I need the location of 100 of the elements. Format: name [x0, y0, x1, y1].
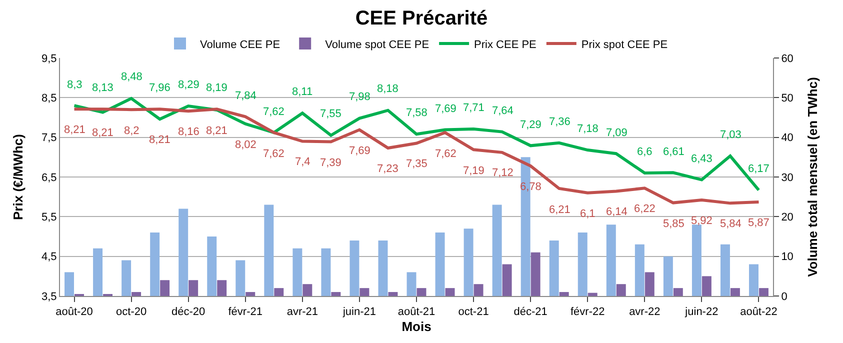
data-label: 7,36 — [549, 116, 570, 128]
data-label: 7,96 — [149, 82, 170, 94]
bar — [474, 284, 484, 296]
legend-label: Prix spot CEE PE — [581, 38, 668, 51]
data-label: 7,23 — [377, 163, 398, 175]
bar — [93, 248, 103, 296]
data-label: 7,69 — [435, 103, 456, 115]
data-label: 8,02 — [235, 139, 256, 151]
data-label: 5,87 — [748, 217, 770, 229]
data-label: 7,18 — [577, 123, 598, 135]
bar — [588, 292, 598, 296]
bar — [464, 228, 474, 296]
bar — [502, 264, 512, 296]
bar — [178, 208, 188, 296]
legend-label: Prix CEE PE — [474, 38, 536, 51]
data-label: 7,62 — [435, 148, 456, 160]
y2-tick-label: 10 — [781, 251, 794, 264]
data-label: 8,2 — [124, 125, 140, 137]
data-label: 7,03 — [720, 129, 742, 141]
data-label: 7,35 — [406, 158, 428, 170]
legend-label: Volume spot CEE PE — [325, 38, 430, 51]
bar — [350, 240, 360, 296]
data-label: 8,19 — [206, 82, 228, 94]
data-label: 7,12 — [492, 167, 514, 179]
x-tick-label: déc-21 — [514, 306, 548, 318]
data-label: 7,29 — [520, 119, 542, 131]
data-label: 7,55 — [320, 108, 342, 120]
bar — [578, 232, 588, 296]
data-label: 8,11 — [292, 86, 313, 98]
bar — [150, 232, 160, 296]
x-tick-label: oct-21 — [458, 306, 489, 318]
bar — [207, 236, 217, 296]
data-label: 7,4 — [295, 156, 310, 168]
bar — [435, 232, 445, 296]
x-tick-label: juin-22 — [684, 306, 718, 318]
bar — [492, 204, 502, 296]
bar — [445, 288, 455, 296]
bar — [331, 292, 341, 296]
data-label: 7,69 — [349, 145, 370, 157]
y2-tick-label: 40 — [781, 132, 794, 144]
x-tick-label: avr-21 — [286, 306, 318, 318]
data-label: 8,21 — [149, 134, 170, 146]
data-label: 6,17 — [748, 163, 770, 175]
x-tick-label: août-20 — [56, 306, 93, 318]
bar — [702, 276, 712, 296]
x-tick-label: août-22 — [740, 306, 778, 318]
y-tick-label: 9,5 — [42, 52, 57, 65]
y-tick-label: 7,5 — [42, 132, 57, 144]
bar — [246, 292, 256, 296]
x-tick-label: févr-21 — [228, 306, 263, 318]
bar — [388, 292, 398, 296]
bar — [606, 224, 616, 296]
data-label: 7,84 — [235, 90, 256, 102]
data-label: 6,14 — [606, 206, 628, 218]
data-label: 8,21 — [92, 127, 114, 139]
data-label: 8,13 — [92, 82, 114, 94]
bar — [749, 264, 758, 296]
data-label: 7,19 — [463, 165, 484, 177]
legend-label: Volume CEE PE — [200, 38, 280, 51]
data-label: 8,48 — [121, 71, 142, 83]
data-label: 5,92 — [691, 215, 712, 227]
x-tick-label: août-21 — [398, 306, 436, 318]
bar — [730, 288, 740, 296]
data-label: 7,71 — [463, 102, 484, 114]
data-label: 5,84 — [720, 218, 742, 230]
bar — [160, 280, 170, 296]
bar — [559, 292, 569, 296]
bar — [132, 292, 142, 296]
data-label: 6,6 — [637, 146, 652, 158]
x-axis-title: Mois — [402, 318, 432, 334]
y2-tick-label: 60 — [781, 52, 794, 65]
bar — [673, 288, 683, 296]
bar — [302, 284, 312, 296]
data-label: 8,3 — [67, 79, 82, 91]
data-label: 8,18 — [377, 83, 398, 95]
x-tick-label: avr-22 — [629, 306, 660, 318]
bar — [378, 240, 388, 296]
y-tick-label: 5,5 — [42, 212, 57, 224]
x-tick-label: juin-21 — [342, 306, 376, 318]
bar — [274, 288, 284, 296]
bar — [406, 272, 416, 296]
bar — [663, 256, 673, 296]
data-label: 7,09 — [606, 127, 628, 139]
bar — [122, 260, 132, 296]
bar — [692, 224, 702, 296]
bar — [236, 260, 246, 296]
y2-tick-label: 20 — [781, 212, 794, 224]
data-label: 8,16 — [178, 126, 200, 138]
data-label: 6,21 — [549, 204, 570, 216]
data-label: 7,39 — [320, 157, 342, 169]
bar — [530, 252, 540, 296]
bar — [720, 244, 730, 296]
chart-title: CEE Précarité — [355, 7, 488, 30]
y2-axis-title: Volume total mensuel (en TWhc) — [805, 77, 820, 277]
data-label: 7,64 — [492, 105, 514, 117]
data-label: 6,43 — [691, 153, 712, 165]
data-label: 7,98 — [349, 91, 370, 103]
x-tick-label: oct-20 — [116, 306, 147, 318]
bar — [217, 280, 227, 296]
x-tick-label: déc-20 — [172, 306, 206, 318]
